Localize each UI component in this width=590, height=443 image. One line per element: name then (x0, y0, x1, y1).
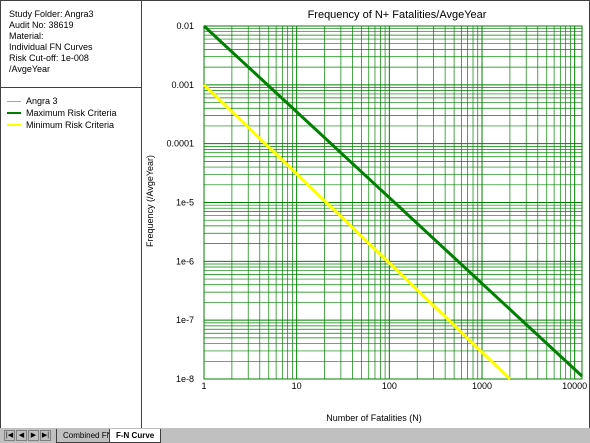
x-tick-label: 10 (292, 381, 302, 391)
y-tick-label: 1e-7 (176, 315, 194, 325)
x-tick-label: 10000 (562, 381, 587, 391)
y-tick-label: 0.001 (171, 80, 194, 90)
x-tick-label: 1 (201, 381, 206, 391)
legend-label: Angra 3 (26, 96, 58, 106)
next-sheet-button[interactable]: ▶ (28, 430, 39, 441)
legend-item-maximum-risk[interactable]: Maximum Risk Criteria (7, 107, 141, 119)
first-sheet-button[interactable]: |◀ (4, 430, 15, 441)
legend-label: Maximum Risk Criteria (26, 108, 117, 118)
previous-sheet-button[interactable]: ◀ (16, 430, 27, 441)
study-folder-text: Study Folder: Angra3 (9, 9, 94, 19)
series-layer (202, 24, 584, 381)
tick-labels: 1 10 100 1000 10000 0.01 0.001 0.0001 1e-5 1e-6 1e… (166, 21, 587, 391)
risk-cutoff-text: Risk Cut-off: 1e-008 (9, 53, 89, 63)
series-line-1 (202, 83, 511, 381)
x-tick-label: 1000 (472, 381, 492, 391)
legend: Angra 3 Maximum Risk Criteria Minimum Ri… (1, 89, 141, 131)
y-tick-label: 1e-8 (176, 374, 194, 384)
legend-item-minimum-risk[interactable]: Minimum Risk Criteria (7, 119, 141, 131)
legend-label: Minimum Risk Criteria (26, 120, 115, 130)
tab-fn-curve[interactable]: F-N Curve (109, 429, 162, 443)
chart-pane: Frequency of N+ Fatalities/AvgeYear Numb… (142, 1, 589, 428)
audit-number-text: Audit No: 38619 (9, 20, 74, 30)
main-area: Study Folder: Angra3 Audit No: 38619 Mat… (0, 0, 590, 429)
chart-title: Frequency of N+ Fatalities/AvgeYear (308, 9, 487, 21)
legend-swatch (7, 124, 21, 126)
series-line-0 (202, 24, 584, 378)
risk-cutoff-unit-text: /AvgeYear (9, 64, 51, 74)
y-tick-label: 0.01 (176, 21, 194, 31)
study-info-panel: Study Folder: Angra3 Audit No: 38619 Mat… (1, 1, 141, 88)
curve-type-text: Individual FN Curves (9, 42, 93, 52)
last-sheet-button[interactable]: ▶| (40, 430, 51, 441)
legend-swatch (7, 112, 21, 114)
y-tick-label: 0.0001 (166, 139, 194, 149)
legend-swatch (7, 100, 21, 102)
fn-chart: Frequency of N+ Fatalities/AvgeYear Numb… (145, 9, 587, 423)
y-tick-label: 1e-6 (176, 256, 194, 266)
x-tick-label: 100 (382, 381, 397, 391)
material-text: Material: (9, 31, 44, 41)
y-axis-label: Frequency (/AvgeYear) (145, 155, 155, 247)
legend-item-angra-3[interactable]: Angra 3 (7, 95, 141, 107)
sheet-tab-bar: |◀ ◀ ▶ ▶| Combined FN F-N Curve (0, 428, 590, 443)
x-axis-label: Number of Fatalities (N) (326, 413, 422, 423)
y-tick-label: 1e-5 (176, 198, 194, 208)
left-pane: Study Folder: Angra3 Audit No: 38619 Mat… (1, 1, 142, 428)
grid (203, 25, 583, 380)
